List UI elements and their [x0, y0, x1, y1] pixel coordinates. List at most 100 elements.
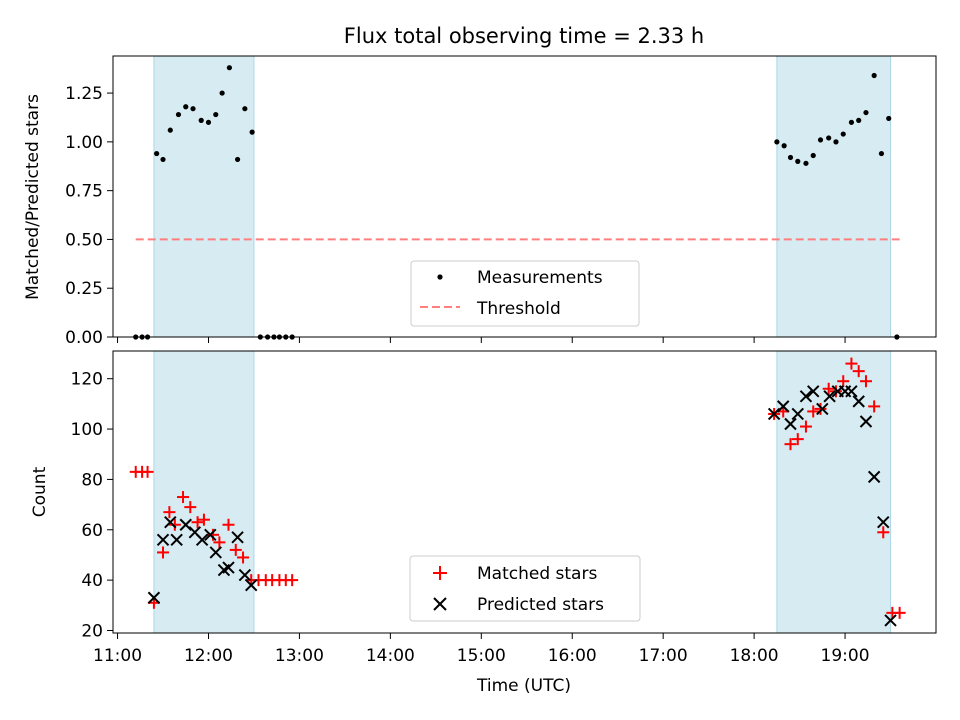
x-tick-label: 12:00 — [184, 646, 233, 666]
bottom-y-tick-label: 80 — [81, 470, 103, 490]
measurement-point — [234, 156, 241, 163]
legend-matched-label: Matched stars — [477, 564, 597, 584]
measurement-point — [795, 158, 801, 164]
matched-star-point — [222, 518, 235, 531]
measurement-point — [856, 117, 862, 123]
predicted-star-point — [204, 528, 217, 542]
x-tick-label: 15:00 — [457, 646, 506, 666]
measurement-point — [781, 143, 787, 149]
bottom-legend-box — [409, 555, 641, 622]
matched-star-point — [852, 365, 865, 378]
matched-star-point — [213, 536, 226, 549]
matched-star-point — [168, 518, 181, 531]
bottom-y-tick-label: 100 — [71, 420, 103, 440]
bottom-shaded-interval — [153, 350, 255, 634]
bottom-legend: Matched stars Predicted stars — [409, 555, 641, 622]
predicted-star-point — [777, 400, 790, 413]
measurement-point — [871, 72, 877, 79]
matched-star-point — [893, 606, 906, 619]
predicted-star-point — [807, 385, 820, 398]
matched-star-point — [229, 543, 242, 556]
bottom-y-tick-label: 60 — [81, 521, 103, 541]
top-shaded-interval — [153, 55, 255, 338]
predicted-star-point — [170, 533, 183, 547]
measurement-point — [878, 150, 885, 157]
matched-star-point — [822, 382, 835, 395]
measurement-point — [833, 139, 839, 145]
top-shaded-interval — [776, 55, 892, 338]
matched-star-point — [163, 506, 176, 519]
measurement-point — [886, 115, 892, 122]
measurement-point — [160, 156, 166, 163]
predicted-star-point — [859, 415, 873, 428]
bottom-axes-frame — [112, 350, 937, 634]
x-tick-label: 17:00 — [639, 646, 688, 666]
matched-star-point — [184, 501, 197, 514]
predicted-star-point — [209, 546, 222, 559]
legend-measurements-label: Measurements — [477, 268, 603, 288]
x-tick-label: 11:00 — [93, 646, 142, 666]
matched-star-point — [799, 420, 812, 433]
predicted-star-point — [164, 516, 177, 529]
measurement-point — [840, 131, 846, 137]
matched-star-point — [829, 385, 842, 398]
matched-star-point — [877, 526, 890, 539]
measurement-point — [826, 135, 832, 141]
predicted-star-point — [179, 518, 192, 531]
top-y-tick-label: 0.50 — [65, 230, 103, 250]
measurement-point — [810, 152, 816, 159]
x-axis-label: Time (UTC) — [476, 676, 571, 696]
matched-star-point — [141, 465, 154, 478]
matched-star-point — [177, 491, 190, 504]
legend-matched-marker — [433, 566, 447, 580]
bottom-shaded-interval — [776, 350, 892, 634]
predicted-star-point — [231, 531, 244, 544]
measurement-point — [198, 117, 204, 123]
matched-star-point — [845, 357, 858, 370]
x-tick-label: 16:00 — [548, 646, 597, 666]
predicted-star-point — [877, 516, 890, 529]
legend-predicted-marker — [433, 597, 447, 611]
measurement-point — [774, 139, 780, 145]
measurement-point — [175, 111, 182, 118]
measurement-point — [817, 137, 824, 143]
top-y-tick-label: 1.00 — [65, 133, 103, 153]
matched-star-point — [197, 513, 210, 526]
bottom-y-axis-label: Count — [30, 466, 50, 517]
matched-star-point — [807, 405, 820, 418]
top-panel: 0.00 0.25 0.50 0.75 1.00 1.25 Matched/Predict… — [23, 55, 937, 348]
top-axes-frame — [112, 55, 937, 338]
measurement-point — [242, 106, 248, 112]
matched-star-point — [859, 375, 872, 388]
measurement-point — [167, 127, 173, 133]
predicted-star-point — [767, 407, 781, 421]
matched-star-point — [814, 402, 827, 415]
predicted-star-point — [852, 395, 865, 408]
chart-title: Flux total observing time = 2.33 h — [344, 24, 704, 48]
measurement-point — [190, 106, 196, 112]
predicted-star-point — [884, 614, 897, 627]
measurement-point — [787, 154, 794, 161]
top-y-tick-label: 0.25 — [65, 279, 103, 299]
legend-threshold-label: Threshold — [476, 299, 561, 319]
predicted-star-point — [238, 568, 252, 582]
matched-star-point — [286, 574, 299, 587]
top-y-tick-label: 0.75 — [65, 182, 103, 202]
measurement-point — [219, 90, 225, 96]
matched-star-point — [784, 438, 797, 451]
predicted-star-point — [245, 578, 258, 592]
measurement-point — [183, 104, 189, 110]
top-y-axis-label: Matched/Predicted stars — [23, 94, 43, 300]
bottom-y-tick-label: 20 — [81, 621, 103, 641]
x-tick-label: 18:00 — [730, 646, 779, 666]
x-tick-label: 13:00 — [275, 646, 324, 666]
predicted-star-point — [823, 390, 836, 403]
predicted-star-point — [845, 385, 858, 398]
matched-star-point — [791, 433, 804, 446]
top-legend-box — [410, 260, 640, 327]
legend-predicted-label: Predicted stars — [477, 595, 604, 615]
predicted-star-point — [867, 470, 881, 484]
matched-star-point — [157, 546, 170, 559]
measurement-point — [154, 150, 160, 157]
top-y-tick-label: 0.00 — [65, 328, 103, 348]
